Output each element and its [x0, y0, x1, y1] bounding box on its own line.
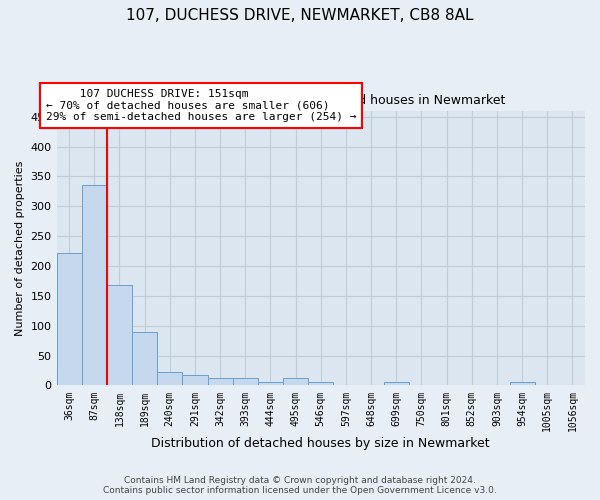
Text: 107 DUCHESS DRIVE: 151sqm
← 70% of detached houses are smaller (606)
29% of semi: 107 DUCHESS DRIVE: 151sqm ← 70% of detac…: [46, 89, 356, 122]
Bar: [383, 382, 409, 386]
Bar: [82, 185, 107, 386]
Bar: [208, 378, 233, 386]
Title: Size of property relative to detached houses in Newmarket: Size of property relative to detached ho…: [136, 94, 505, 107]
Bar: [132, 332, 157, 386]
Bar: [107, 285, 132, 386]
X-axis label: Distribution of detached houses by size in Newmarket: Distribution of detached houses by size …: [151, 437, 490, 450]
Bar: [308, 382, 334, 386]
Bar: [182, 376, 208, 386]
Bar: [509, 382, 535, 386]
Bar: [258, 382, 283, 386]
Bar: [233, 378, 258, 386]
Text: Contains HM Land Registry data © Crown copyright and database right 2024.
Contai: Contains HM Land Registry data © Crown c…: [103, 476, 497, 495]
Bar: [283, 378, 308, 386]
Bar: [157, 372, 182, 386]
Bar: [56, 253, 82, 386]
Y-axis label: Number of detached properties: Number of detached properties: [15, 160, 25, 336]
Text: 107, DUCHESS DRIVE, NEWMARKET, CB8 8AL: 107, DUCHESS DRIVE, NEWMARKET, CB8 8AL: [126, 8, 474, 22]
